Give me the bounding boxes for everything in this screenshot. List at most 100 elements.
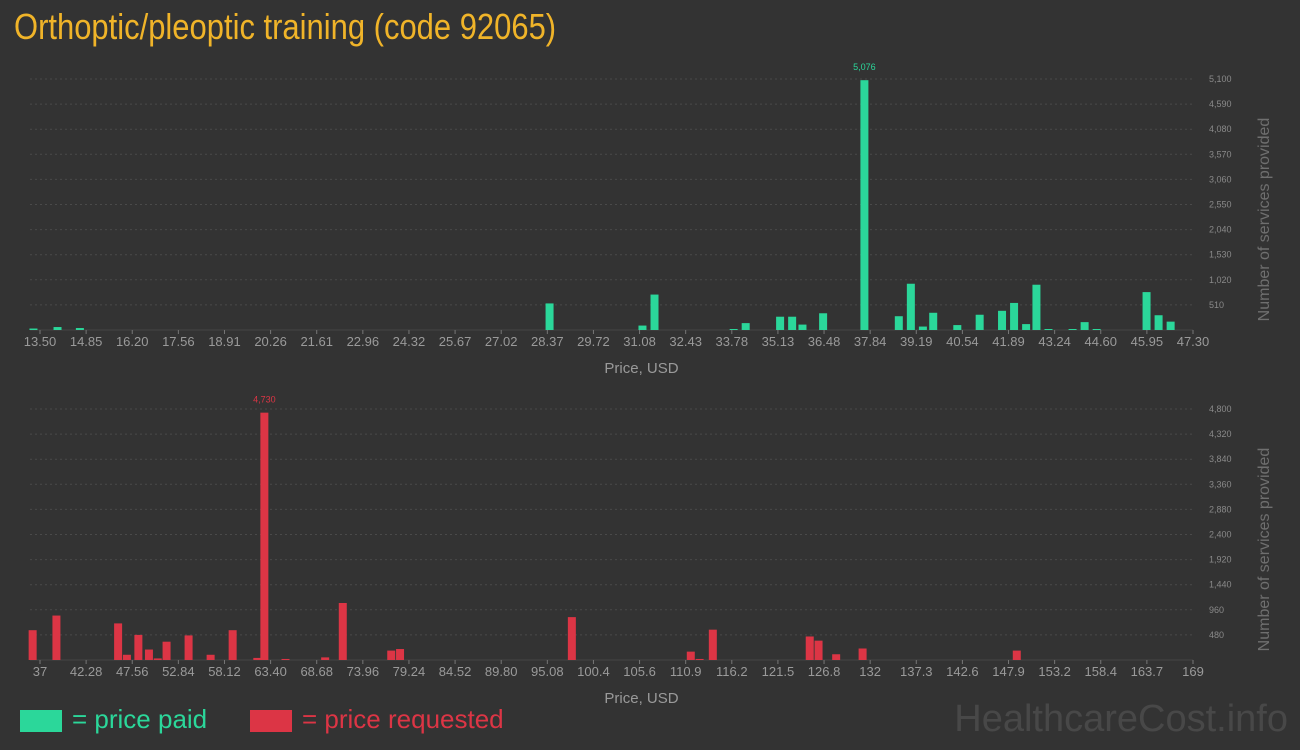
bar [53, 327, 62, 330]
bar [387, 650, 396, 660]
x-tick-label: 116.2 [716, 664, 748, 679]
x-tick-label: 24.32 [393, 334, 426, 349]
y-tick-label: 1,920 [1209, 555, 1232, 565]
bar [567, 617, 576, 660]
legend-paid-label: = price paid [72, 704, 208, 734]
peak-data-label: 5,076 [853, 62, 876, 72]
legend-requested-swatch [250, 710, 292, 732]
x-tick-label: 68.68 [300, 664, 333, 679]
bar [1142, 292, 1151, 330]
legend-requested-label: = price requested [302, 704, 504, 734]
bar [545, 303, 554, 330]
x-tick-label: 45.95 [1131, 334, 1164, 349]
x-tick-label: 37 [33, 664, 47, 679]
x-tick-label: 29.72 [577, 334, 610, 349]
bar [1166, 321, 1175, 330]
x-tick-label: 52.84 [162, 664, 195, 679]
x-tick-label: 79.24 [393, 664, 426, 679]
x-tick-label: 105.6 [623, 664, 656, 679]
x-tick-label: 95.08 [531, 664, 564, 679]
x-tick-label: 132 [859, 664, 881, 679]
y-tick-label: 2,040 [1209, 225, 1232, 235]
y-tick-label: 4,080 [1209, 124, 1232, 134]
y-axis-label: Number of services provided [1256, 448, 1273, 652]
bar [729, 329, 738, 330]
bar [741, 323, 750, 330]
bar [281, 658, 290, 660]
x-tick-label: 169 [1182, 664, 1204, 679]
x-tick-label: 16.20 [116, 334, 149, 349]
bar [998, 310, 1007, 330]
x-tick-label: 36.48 [808, 334, 841, 349]
y-tick-label: 1,020 [1209, 275, 1232, 285]
x-tick-label: 20.26 [254, 334, 287, 349]
bar [858, 648, 867, 660]
bar [894, 316, 903, 330]
bar [162, 641, 171, 660]
bar [338, 603, 347, 660]
y-tick-label: 2,880 [1209, 504, 1232, 514]
x-tick-label: 58.12 [208, 664, 241, 679]
x-tick-label: 40.54 [946, 334, 979, 349]
x-axis-label: Price, USD [604, 360, 678, 377]
bar [206, 654, 215, 660]
x-tick-label: 84.52 [439, 664, 472, 679]
bar [260, 412, 269, 660]
x-tick-label: 22.96 [347, 334, 380, 349]
bar [1022, 324, 1031, 330]
x-tick-label: 100.4 [577, 664, 610, 679]
x-tick-label: 18.91 [208, 334, 241, 349]
bar [134, 634, 143, 660]
x-tick-label: 25.67 [439, 334, 472, 349]
x-tick-label: 33.78 [716, 334, 749, 349]
y-tick-label: 3,840 [1209, 454, 1232, 464]
requested-chart-group: 480 960 1,440 1,920 2,400 2,880 3,360 3,840 4,32… [28, 395, 1273, 707]
bar [1010, 302, 1019, 330]
bar [906, 283, 915, 330]
watermark: HealthcareCost.info [954, 698, 1288, 740]
x-tick-label: 47.56 [116, 664, 149, 679]
bar [708, 629, 717, 660]
y-tick-label: 960 [1209, 605, 1224, 615]
paid-chart-group: 510 1,020 1,530 2,040 2,550 3,060 3,570 4,080 4,… [24, 62, 1273, 377]
y-tick-label: 5,100 [1209, 74, 1232, 84]
x-tick-label: 21.61 [300, 334, 333, 349]
x-tick-label: 44.60 [1084, 334, 1117, 349]
bar [1154, 315, 1163, 330]
bar [321, 657, 330, 660]
bar [396, 649, 405, 660]
bar [1092, 329, 1101, 330]
bar [1068, 329, 1077, 330]
x-tick-label: 47.30 [1177, 334, 1210, 349]
bar [28, 630, 37, 660]
x-tick-label: 163.7 [1131, 664, 1164, 679]
x-axis-label: Price, USD [604, 690, 678, 707]
bar [918, 326, 927, 330]
y-tick-label: 4,320 [1209, 429, 1232, 439]
y-tick-label: 2,550 [1209, 200, 1232, 210]
x-tick-label: 14.85 [70, 334, 103, 349]
bar [832, 654, 841, 660]
bar [253, 657, 262, 660]
bar [860, 80, 869, 330]
x-tick-label: 31.08 [623, 334, 656, 349]
chart-title: Orthoptic/pleoptic training (code 92065) [14, 6, 557, 47]
y-tick-label: 480 [1209, 630, 1224, 640]
x-tick-label: 158.4 [1084, 664, 1117, 679]
bar [114, 623, 123, 660]
x-tick-label: 153.2 [1038, 664, 1071, 679]
x-tick-label: 32.43 [669, 334, 702, 349]
bar [144, 649, 153, 660]
y-tick-label: 2,400 [1209, 530, 1232, 540]
bar [975, 314, 984, 330]
x-tick-label: 63.40 [254, 664, 287, 679]
y-tick-label: 1,530 [1209, 250, 1232, 260]
x-tick-label: 17.56 [162, 334, 195, 349]
y-tick-label: 3,570 [1209, 149, 1232, 159]
x-tick-label: 142.6 [946, 664, 979, 679]
y-tick-label: 3,060 [1209, 174, 1232, 184]
bar [819, 313, 828, 330]
bar [153, 658, 162, 660]
x-tick-label: 27.02 [485, 334, 518, 349]
